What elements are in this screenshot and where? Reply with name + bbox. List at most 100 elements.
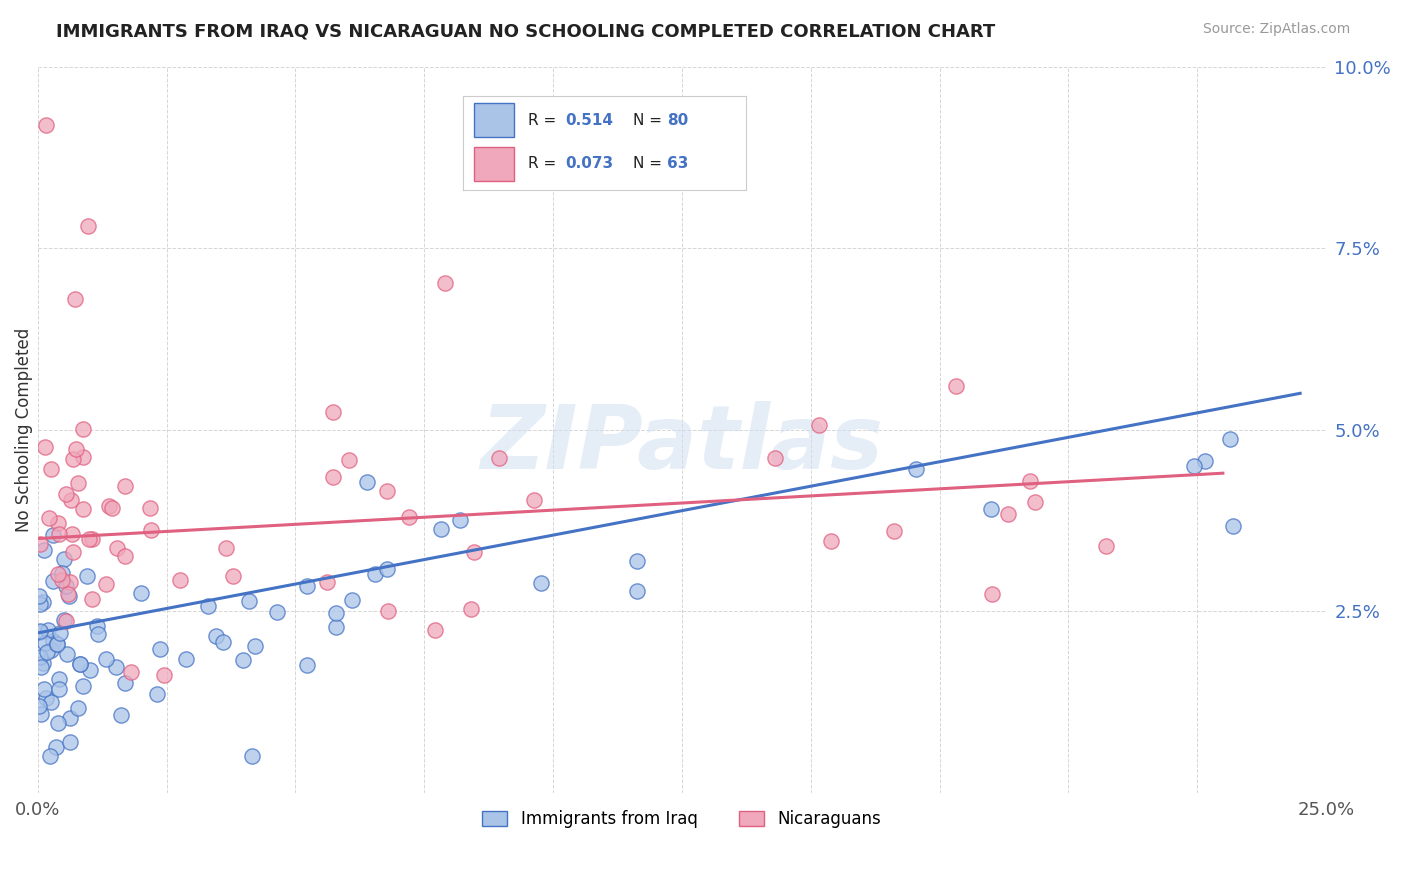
Point bbox=[449, 513, 471, 527]
Point bbox=[295, 658, 318, 673]
Point bbox=[232, 653, 254, 667]
Point bbox=[41, 574, 63, 588]
Point bbox=[104, 660, 127, 674]
Point bbox=[34, 118, 56, 132]
Point bbox=[30, 597, 52, 611]
Point bbox=[337, 453, 360, 467]
Point bbox=[35, 690, 58, 705]
Point bbox=[375, 561, 398, 575]
Text: ZIPatlas: ZIPatlas bbox=[481, 401, 883, 488]
Point bbox=[76, 569, 98, 583]
Legend: Immigrants from Iraq, Nicaraguans: Immigrants from Iraq, Nicaraguans bbox=[475, 804, 889, 835]
Point bbox=[377, 603, 399, 617]
Point bbox=[37, 623, 59, 637]
Point bbox=[626, 584, 648, 599]
Point bbox=[96, 576, 118, 591]
Point bbox=[30, 660, 52, 674]
Point bbox=[488, 451, 510, 466]
Point bbox=[46, 516, 69, 531]
Point bbox=[79, 664, 101, 678]
Point bbox=[325, 620, 347, 634]
Point bbox=[1219, 433, 1241, 447]
Point bbox=[69, 657, 91, 671]
Point bbox=[980, 501, 1002, 516]
Point bbox=[295, 579, 318, 593]
Point bbox=[222, 569, 245, 583]
Point bbox=[72, 421, 94, 435]
Point bbox=[77, 533, 100, 547]
Point bbox=[38, 511, 60, 525]
Point bbox=[42, 634, 65, 648]
Point bbox=[46, 567, 69, 582]
Text: IMMIGRANTS FROM IRAQ VS NICARAGUAN NO SCHOOLING COMPLETED CORRELATION CHART: IMMIGRANTS FROM IRAQ VS NICARAGUAN NO SC… bbox=[56, 22, 995, 40]
Point bbox=[243, 639, 266, 653]
Point bbox=[1024, 494, 1046, 508]
Point bbox=[77, 219, 100, 234]
Point bbox=[980, 587, 1002, 601]
Point bbox=[65, 442, 87, 457]
Point bbox=[212, 635, 235, 649]
Point bbox=[807, 418, 830, 433]
Point bbox=[56, 587, 79, 601]
Point bbox=[322, 405, 344, 419]
Point bbox=[205, 629, 228, 643]
Point bbox=[238, 594, 260, 608]
Point bbox=[176, 652, 198, 666]
Point bbox=[28, 536, 51, 550]
Point bbox=[129, 585, 152, 599]
Point bbox=[31, 656, 53, 670]
Point bbox=[1222, 518, 1244, 533]
Point bbox=[72, 502, 94, 516]
Point bbox=[34, 440, 56, 454]
Point bbox=[51, 573, 73, 587]
Point bbox=[364, 566, 387, 581]
Point bbox=[820, 533, 842, 548]
Point bbox=[398, 509, 420, 524]
Point bbox=[32, 543, 55, 558]
Point bbox=[59, 574, 82, 589]
Point bbox=[904, 462, 927, 476]
Point bbox=[59, 735, 82, 749]
Point bbox=[80, 591, 103, 606]
Point bbox=[59, 492, 82, 507]
Point bbox=[883, 524, 905, 539]
Point bbox=[197, 599, 219, 614]
Point bbox=[53, 551, 76, 566]
Point bbox=[39, 462, 62, 476]
Point bbox=[28, 698, 51, 713]
Point bbox=[72, 450, 94, 464]
Point bbox=[82, 533, 104, 547]
Point bbox=[153, 667, 176, 681]
Point bbox=[55, 614, 77, 628]
Point bbox=[169, 573, 191, 587]
Point bbox=[105, 541, 128, 555]
Point bbox=[460, 602, 482, 616]
Point bbox=[45, 739, 67, 754]
Point bbox=[56, 647, 79, 661]
Point bbox=[39, 694, 62, 708]
Point bbox=[321, 470, 343, 484]
Point bbox=[58, 589, 80, 603]
Point bbox=[28, 650, 51, 665]
Point bbox=[146, 686, 169, 700]
Point bbox=[48, 682, 70, 697]
Point bbox=[87, 627, 110, 641]
Point bbox=[433, 276, 456, 290]
Point bbox=[1194, 454, 1216, 468]
Point bbox=[530, 575, 553, 590]
Point bbox=[423, 623, 446, 637]
Point bbox=[55, 487, 77, 501]
Point bbox=[523, 492, 546, 507]
Point bbox=[39, 643, 62, 657]
Point bbox=[30, 706, 52, 721]
Point bbox=[340, 593, 363, 607]
Point bbox=[463, 545, 485, 559]
Point bbox=[49, 625, 72, 640]
Point bbox=[67, 476, 90, 491]
Point bbox=[31, 595, 53, 609]
Point bbox=[114, 549, 136, 563]
Point bbox=[763, 450, 786, 465]
Point bbox=[45, 637, 67, 651]
Point bbox=[69, 657, 91, 671]
Point bbox=[945, 379, 967, 393]
